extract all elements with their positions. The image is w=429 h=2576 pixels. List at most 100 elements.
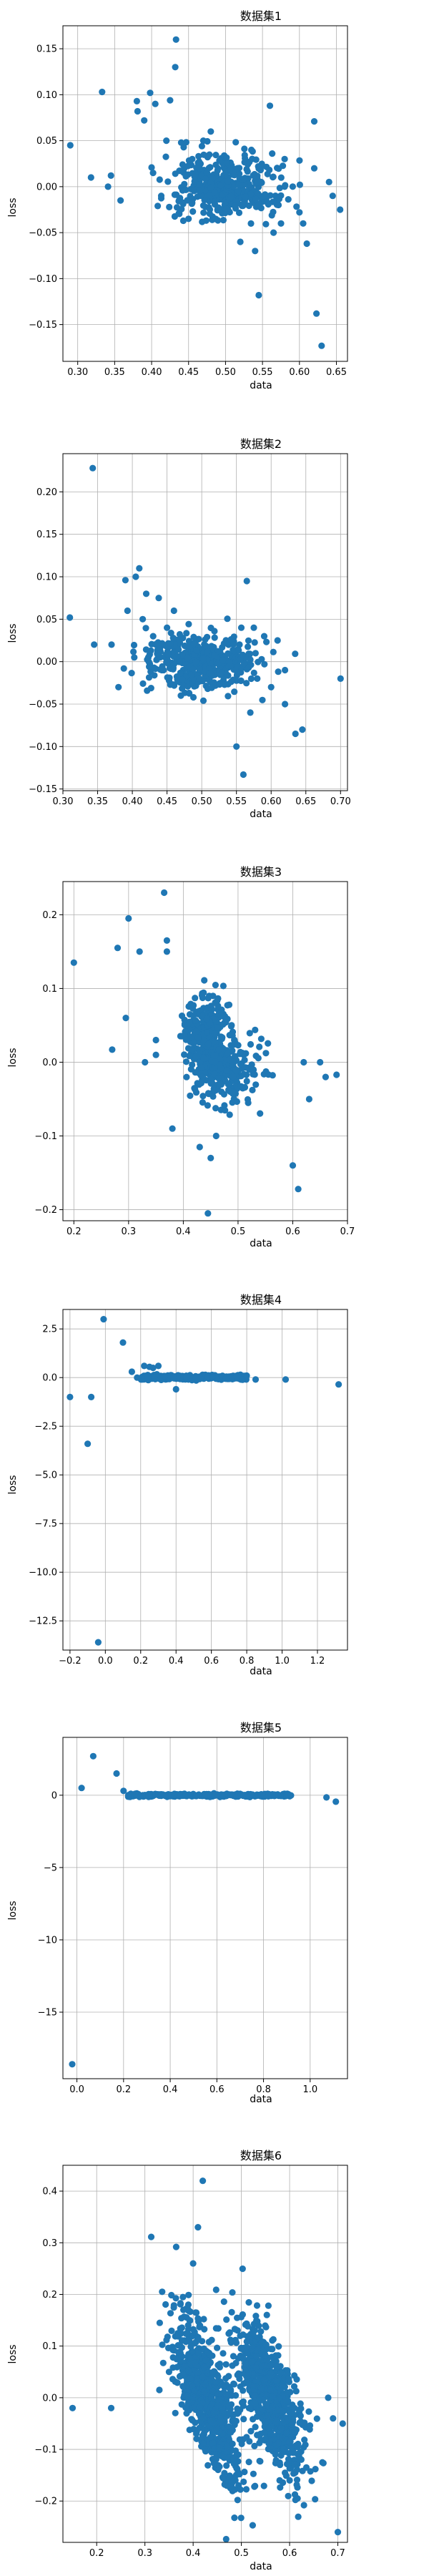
data-point [227, 662, 234, 670]
data-point [274, 2406, 281, 2414]
data-point [115, 683, 122, 691]
data-point [241, 1056, 248, 1063]
data-point [225, 2330, 232, 2337]
data-point [146, 1791, 153, 1799]
data-point [267, 683, 275, 691]
data-point [292, 2429, 299, 2436]
data-point [281, 155, 288, 162]
data-point [255, 200, 262, 208]
data-point [178, 1013, 186, 1020]
data-point [274, 637, 281, 644]
data-point [222, 1107, 229, 1114]
data-point [249, 2522, 256, 2529]
data-point [204, 1090, 212, 1097]
data-point [275, 2343, 282, 2350]
data-point [257, 2328, 265, 2335]
data-point [243, 680, 250, 687]
data-point [249, 2344, 256, 2351]
data-point [224, 615, 231, 623]
data-point [270, 648, 277, 655]
data-point [186, 2426, 193, 2434]
data-point [220, 1091, 227, 1098]
data-point [290, 2383, 298, 2390]
data-point [281, 183, 288, 190]
data-point [186, 1053, 193, 1060]
data-point [247, 656, 254, 663]
data-point [179, 2371, 187, 2379]
data-point [230, 647, 237, 655]
data-point [191, 2387, 198, 2394]
data-point [293, 2466, 300, 2473]
data-point [235, 2469, 242, 2476]
data-point [204, 1004, 211, 1011]
data-point [230, 1089, 237, 1096]
data-point [199, 2434, 206, 2441]
x-tick-label: 0.65 [295, 796, 316, 807]
data-point [227, 1042, 235, 1049]
data-point [224, 177, 232, 185]
data-point [199, 137, 207, 145]
x-tick-label: 0.6 [204, 1656, 219, 1667]
data-point [228, 2308, 235, 2316]
data-point [94, 1639, 102, 1646]
data-point [189, 155, 196, 162]
data-point [252, 248, 259, 255]
x-tick-label: 0.4 [186, 2548, 201, 2559]
data-point [236, 2436, 243, 2443]
data-point [282, 666, 289, 674]
data-point [222, 2535, 230, 2542]
data-point [222, 2375, 230, 2382]
points-layer [66, 1316, 342, 1646]
data-point [215, 1046, 222, 1053]
data-point [230, 182, 237, 190]
data-point [184, 2367, 192, 2374]
data-point [122, 1015, 129, 1022]
data-point [337, 675, 344, 683]
data-point [199, 2177, 207, 2185]
data-point [139, 680, 147, 688]
data-point [145, 658, 152, 665]
data-point [104, 183, 112, 190]
y-axis-label: loss [7, 1048, 19, 1067]
data-point [198, 1063, 205, 1071]
data-point [144, 1374, 152, 1381]
data-point [177, 692, 184, 699]
data-point [156, 2386, 163, 2394]
data-point [232, 1066, 240, 1073]
data-point [204, 2462, 212, 2469]
data-point [250, 172, 257, 179]
data-point [305, 1096, 312, 1103]
y-axis-label: loss [7, 197, 19, 217]
data-point [211, 634, 218, 641]
data-point [242, 2486, 250, 2493]
x-tick-label: 0.7 [330, 2548, 345, 2559]
data-point [196, 665, 203, 673]
data-point [230, 2353, 237, 2360]
x-tick-label: 0.4 [163, 2084, 178, 2095]
data-point [208, 2336, 215, 2343]
data-point [196, 187, 203, 195]
chart-4: 数据集4 −0.2 0.0 0.2 0.4 0.6 0.8 1.0 1.2 −12.5 −10.0… [7, 1293, 348, 1677]
data-point [117, 197, 124, 204]
data-point [195, 1081, 202, 1088]
data-point [275, 1792, 282, 1799]
data-point [190, 633, 197, 640]
data-point [212, 2379, 220, 2386]
data-point [230, 1058, 237, 1065]
data-point [266, 102, 274, 109]
data-point [237, 2486, 244, 2493]
data-point [88, 1393, 95, 1400]
x-tick-label: 0.40 [142, 367, 162, 378]
data-point [212, 2286, 220, 2293]
data-point [229, 2289, 236, 2296]
data-point [181, 1051, 188, 1058]
data-point [183, 2410, 190, 2417]
data-point [256, 2457, 263, 2464]
data-point [221, 2481, 228, 2488]
data-point [295, 1186, 302, 1193]
y-tick-label: −0.15 [29, 320, 57, 331]
chart-title: 数据集5 [240, 1721, 282, 1735]
data-point [220, 1021, 227, 1028]
data-point [261, 660, 268, 668]
data-point [294, 2443, 301, 2451]
